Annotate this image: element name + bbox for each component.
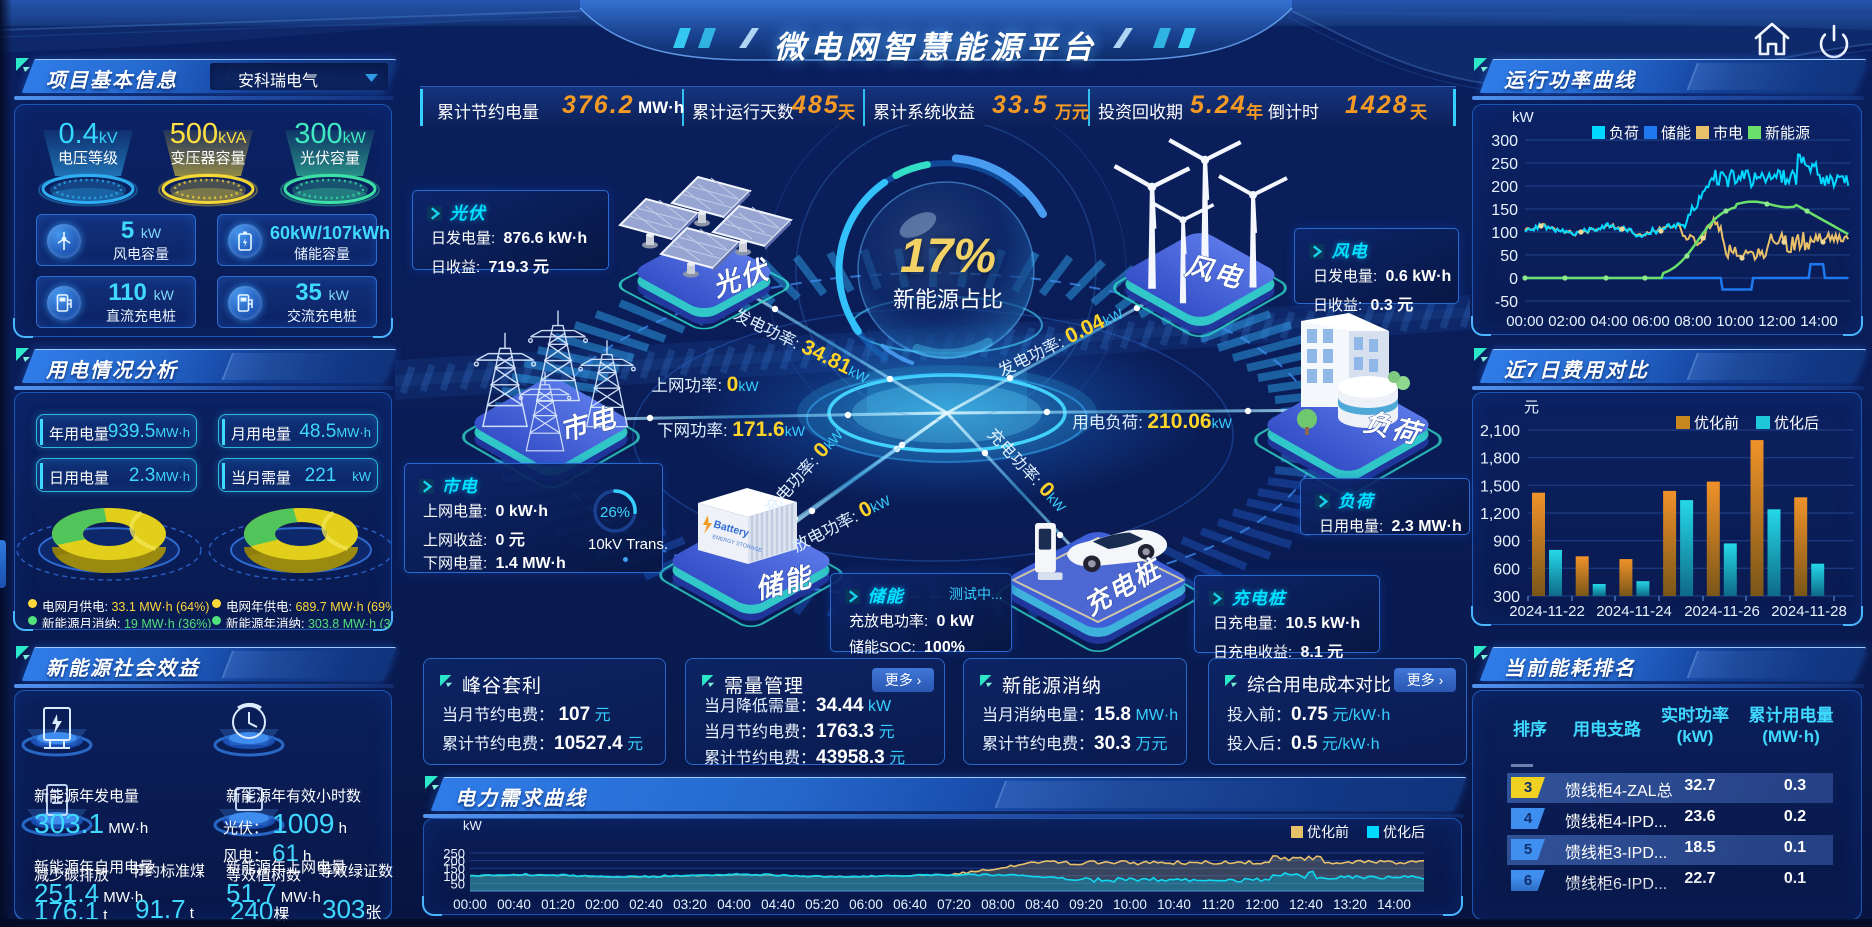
svg-text:2,100: 2,100 bbox=[1480, 423, 1520, 440]
svg-text:2024-11-24: 2024-11-24 bbox=[1596, 603, 1672, 620]
svg-text:10:00: 10:00 bbox=[1113, 897, 1147, 912]
svg-text:300: 300 bbox=[1491, 133, 1518, 150]
svg-text:250: 250 bbox=[1491, 156, 1518, 173]
svg-text:150: 150 bbox=[443, 861, 465, 876]
svg-text:09:20: 09:20 bbox=[1069, 897, 1103, 912]
svg-text:06:00: 06:00 bbox=[849, 897, 883, 912]
svg-text:50: 50 bbox=[451, 876, 465, 891]
svg-text:优化前: 优化前 bbox=[1307, 824, 1349, 840]
svg-text:1,500: 1,500 bbox=[1480, 478, 1520, 495]
svg-text:02:40: 02:40 bbox=[629, 897, 663, 912]
svg-text:17%: 17% bbox=[900, 230, 996, 283]
svg-text:1,800: 1,800 bbox=[1480, 451, 1520, 468]
svg-text:0: 0 bbox=[1509, 271, 1518, 288]
svg-text:1,200: 1,200 bbox=[1480, 506, 1520, 523]
svg-text:04:40: 04:40 bbox=[761, 897, 795, 912]
svg-text:06:00: 06:00 bbox=[1632, 313, 1670, 330]
svg-text:用电负荷: 210.06kW: 用电负荷: 210.06kW bbox=[1072, 410, 1232, 433]
svg-text:kW: kW bbox=[1512, 109, 1535, 126]
svg-text:新能源: 新能源 bbox=[1765, 125, 1810, 142]
svg-text:08:40: 08:40 bbox=[1025, 897, 1059, 912]
svg-text:900: 900 bbox=[1493, 534, 1520, 551]
svg-text:14:00: 14:00 bbox=[1377, 897, 1411, 912]
svg-text:00:40: 00:40 bbox=[497, 897, 531, 912]
svg-text:下网功率: 171.6kW: 下网功率: 171.6kW bbox=[657, 418, 806, 441]
svg-text:10:00: 10:00 bbox=[1716, 313, 1754, 330]
svg-text:2024-11-28: 2024-11-28 bbox=[1771, 603, 1847, 620]
svg-text:08:00: 08:00 bbox=[1674, 313, 1712, 330]
svg-text:50: 50 bbox=[1500, 248, 1518, 265]
svg-text:00:00: 00:00 bbox=[453, 897, 487, 912]
svg-text:13:20: 13:20 bbox=[1333, 897, 1367, 912]
svg-text:市电: 市电 bbox=[1713, 125, 1743, 142]
svg-text:26%: 26% bbox=[600, 504, 630, 521]
svg-text:04:00: 04:00 bbox=[717, 897, 751, 912]
svg-text:04:00: 04:00 bbox=[1590, 313, 1628, 330]
svg-text:优化后: 优化后 bbox=[1774, 415, 1819, 432]
svg-text:600: 600 bbox=[1493, 561, 1520, 578]
svg-text:150: 150 bbox=[1491, 202, 1518, 219]
svg-text:元: 元 bbox=[1524, 399, 1539, 416]
svg-text:12:40: 12:40 bbox=[1289, 897, 1323, 912]
svg-text:100: 100 bbox=[1491, 225, 1518, 242]
svg-text:08:00: 08:00 bbox=[981, 897, 1015, 912]
svg-text:00:00: 00:00 bbox=[1506, 313, 1544, 330]
svg-text:储能: 储能 bbox=[1661, 125, 1691, 142]
svg-text:负荷: 负荷 bbox=[1609, 125, 1639, 142]
svg-text:优化后: 优化后 bbox=[1383, 824, 1425, 840]
svg-text:02:00: 02:00 bbox=[585, 897, 619, 912]
svg-text:100: 100 bbox=[443, 869, 465, 884]
svg-text:2024-11-26: 2024-11-26 bbox=[1684, 603, 1760, 620]
svg-text:10:40: 10:40 bbox=[1157, 897, 1191, 912]
svg-text:2024-11-22: 2024-11-22 bbox=[1509, 603, 1585, 620]
svg-text:12:00: 12:00 bbox=[1245, 897, 1279, 912]
svg-text:300: 300 bbox=[1493, 589, 1520, 606]
svg-text:02:00: 02:00 bbox=[1548, 313, 1586, 330]
svg-text:03:20: 03:20 bbox=[673, 897, 707, 912]
svg-text:01:20: 01:20 bbox=[541, 897, 575, 912]
svg-text:kW: kW bbox=[463, 818, 483, 833]
svg-text:上网功率: 0kW: 上网功率: 0kW bbox=[651, 373, 759, 396]
svg-text:200: 200 bbox=[1491, 179, 1518, 196]
svg-text:250: 250 bbox=[443, 846, 465, 861]
svg-text:200: 200 bbox=[443, 854, 465, 869]
svg-text:优化前: 优化前 bbox=[1694, 415, 1739, 432]
svg-text:12:00: 12:00 bbox=[1758, 313, 1796, 330]
svg-text:05:20: 05:20 bbox=[805, 897, 839, 912]
svg-text:06:40: 06:40 bbox=[893, 897, 927, 912]
svg-text:11:20: 11:20 bbox=[1202, 897, 1235, 912]
svg-text:07:20: 07:20 bbox=[937, 897, 971, 912]
svg-text:14:00: 14:00 bbox=[1800, 313, 1838, 330]
svg-text:新能源占比: 新能源占比 bbox=[893, 287, 1003, 312]
svg-text:-50: -50 bbox=[1495, 294, 1518, 311]
